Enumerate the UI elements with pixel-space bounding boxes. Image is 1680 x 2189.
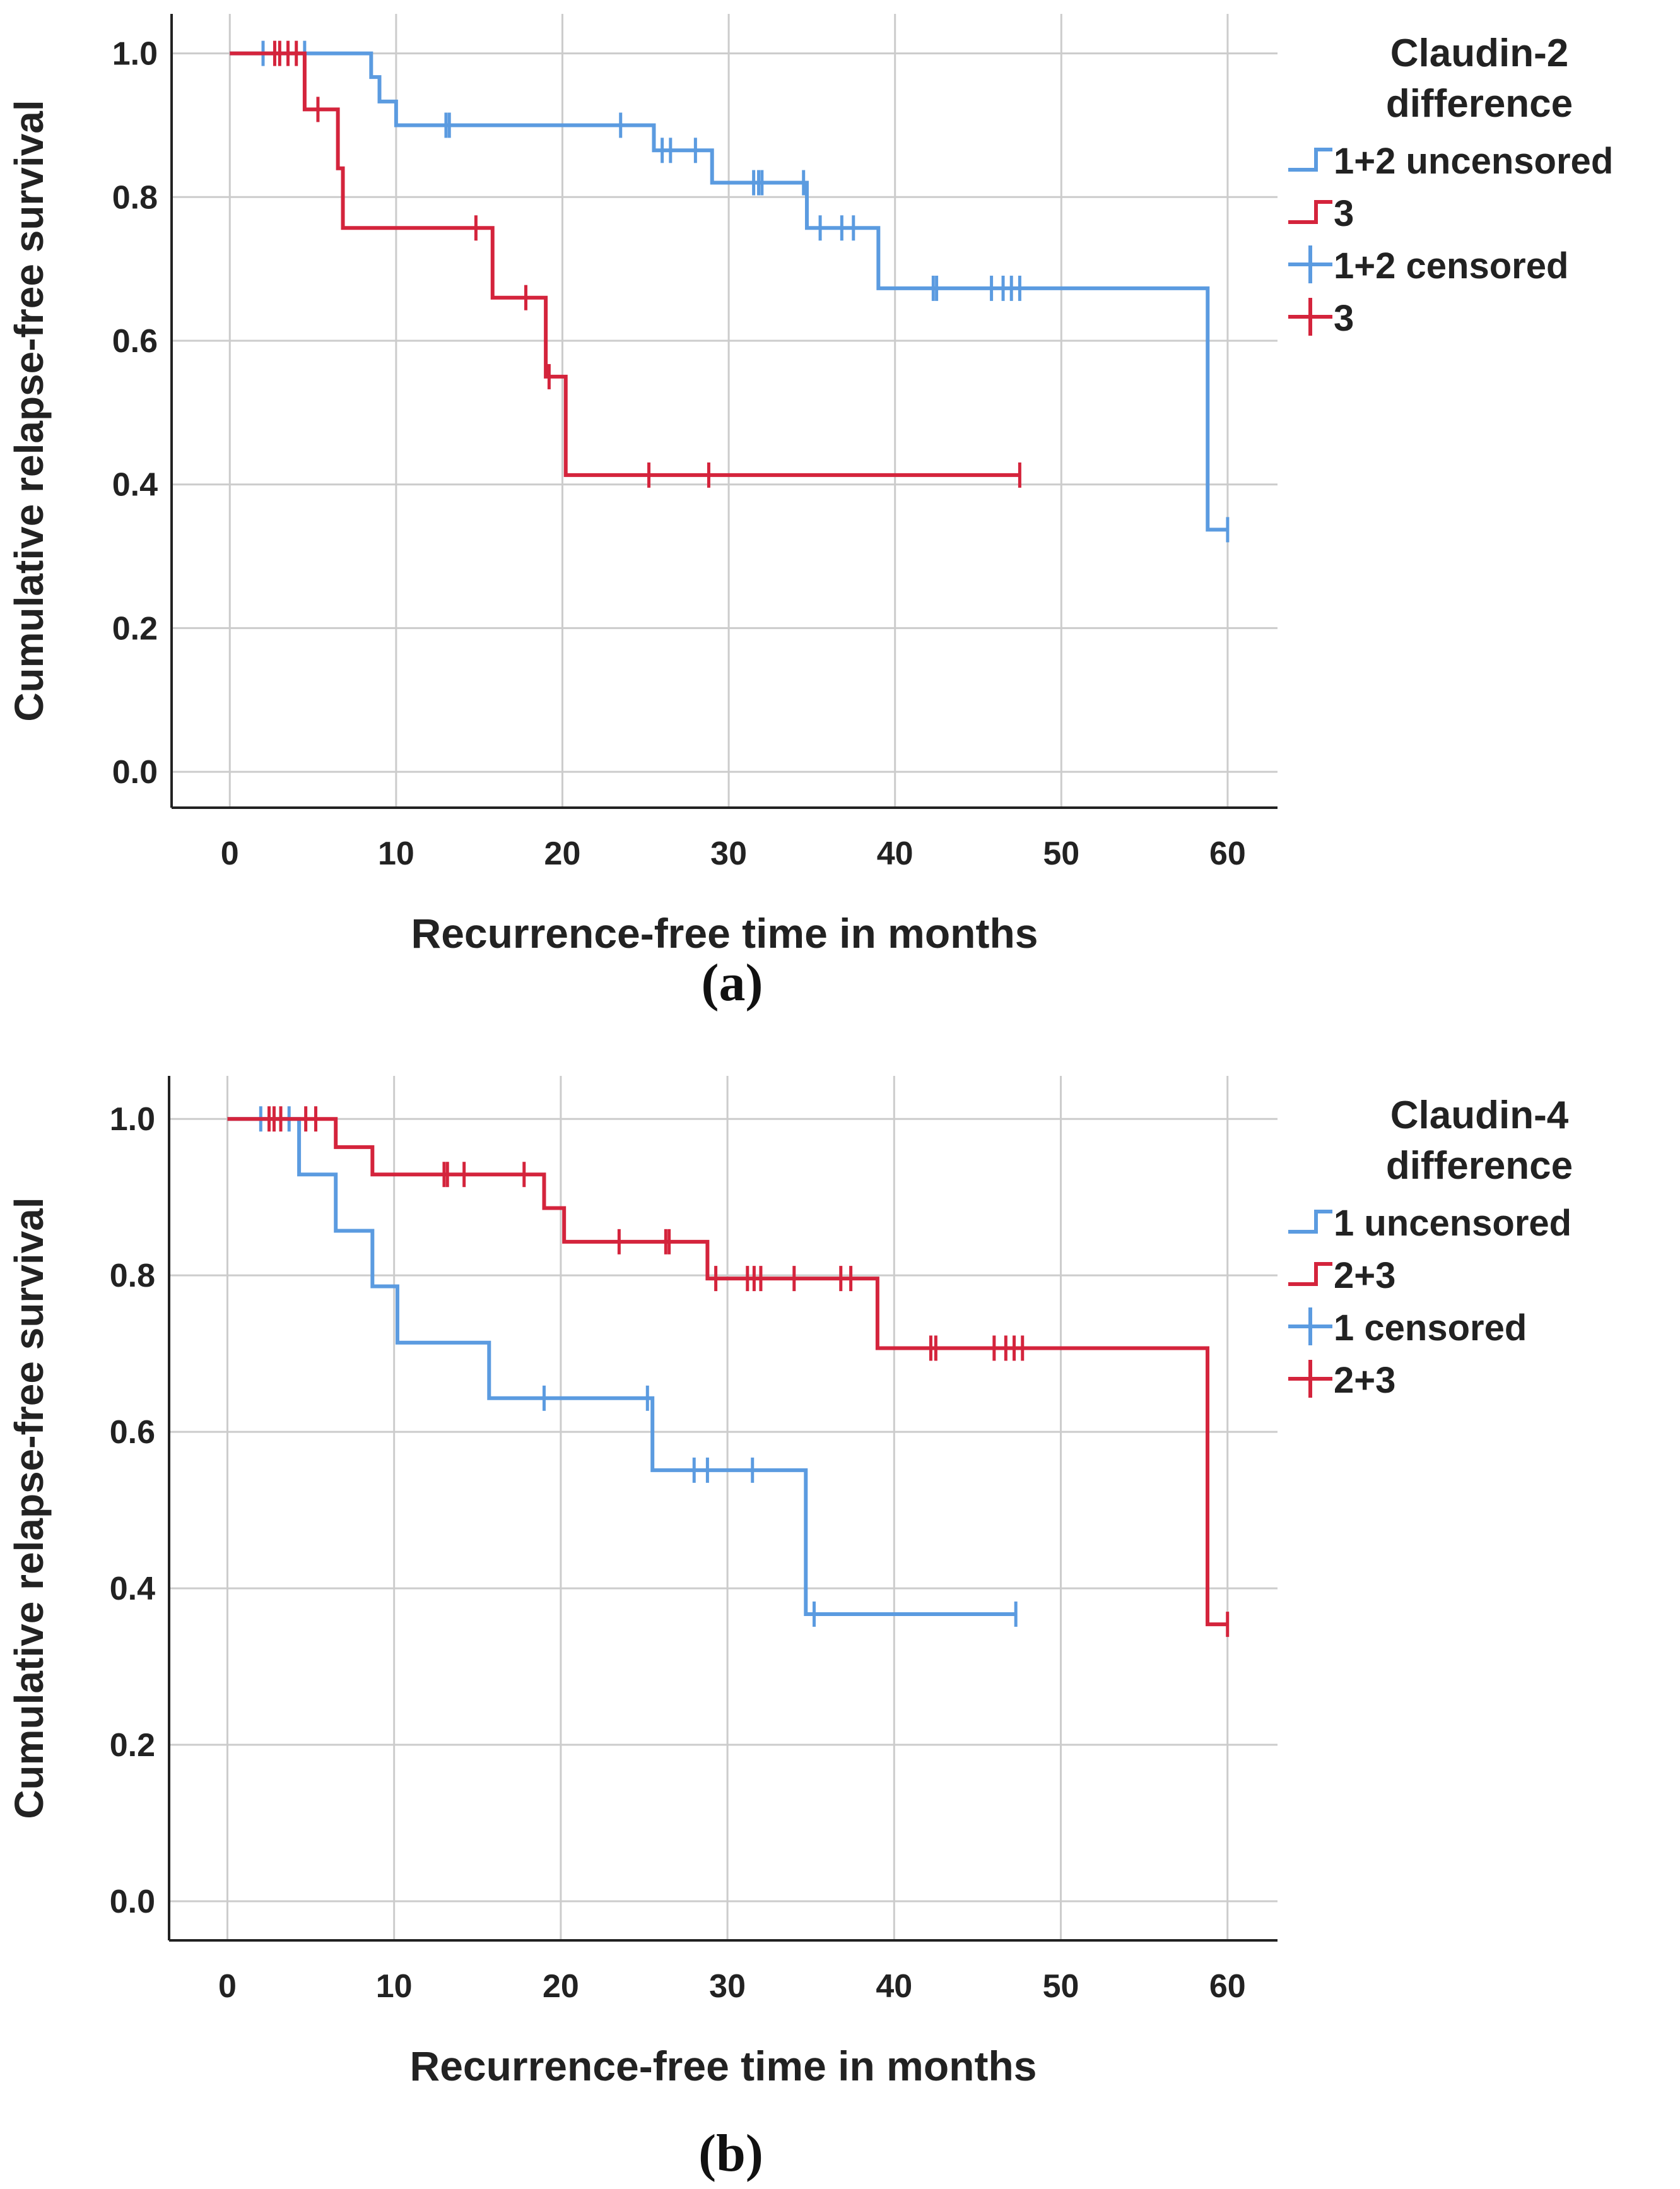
x-tick-label: 0 xyxy=(221,835,239,872)
y-axis-title: Cumulative relapse-free survival xyxy=(6,1197,52,1819)
panel-a: 0 10 20 30 40 50 60 0.0 0.2 0.4 0.6 0.8 1.0 Recurrenc… xyxy=(6,14,1613,1012)
y-tick-label: 0.4 xyxy=(110,1571,155,1607)
survival-curve xyxy=(227,1117,1016,1616)
x-tick-label: 30 xyxy=(709,1968,746,2005)
legend-entry-label: 1+2 censored xyxy=(1334,245,1568,286)
y-tick-label: 1.0 xyxy=(112,36,158,73)
y-tick-label: 0.6 xyxy=(112,323,158,360)
legend-entry-label: 3 xyxy=(1334,193,1354,234)
y-tick-label: 0.2 xyxy=(110,1727,155,1764)
legend-entry-label: 1 uncensored xyxy=(1334,1203,1571,1244)
x-tick-label: 20 xyxy=(543,1968,579,2005)
x-tick-label: 10 xyxy=(376,1968,413,2005)
y-tick-label: 0.6 xyxy=(110,1414,155,1451)
x-tick-label: 60 xyxy=(1209,835,1246,872)
legend-entry-label: 1+2 uncensored xyxy=(1334,141,1613,182)
y-tick-label: 1.0 xyxy=(110,1101,155,1138)
legend-step-swatch xyxy=(1288,148,1332,172)
x-tick-label: 10 xyxy=(378,835,414,872)
legend-step-swatch xyxy=(1288,1210,1332,1234)
legend-title: difference xyxy=(1386,1144,1573,1188)
legend-entry-label: 3 xyxy=(1334,298,1354,339)
series-0 xyxy=(230,40,1230,543)
x-tick-label: 50 xyxy=(1043,835,1079,872)
x-tick-label: 20 xyxy=(544,835,581,872)
y-axis-title: Cumulative relapse-free survival xyxy=(6,100,52,721)
x-tick-label: 50 xyxy=(1043,1968,1079,2005)
panel-b: 0 10 20 30 40 50 60 0.0 0.2 0.4 0.6 0.8 1.0 Recurrenc… xyxy=(6,1076,1573,2183)
legend-title: Claudin-2 xyxy=(1390,32,1568,75)
y-tick-label: 0.8 xyxy=(112,179,158,216)
series-0 xyxy=(227,1106,1018,1627)
legend-step-swatch xyxy=(1288,1262,1332,1286)
panel-label: (b) xyxy=(698,2124,763,2183)
x-tick-label: 40 xyxy=(876,1968,912,2005)
y-tick-label: 0.0 xyxy=(112,754,158,791)
x-axis-title: Recurrence-free time in months xyxy=(410,2043,1037,2089)
y-tick-label: 0.0 xyxy=(110,1884,155,1920)
y-tick-label: 0.4 xyxy=(112,467,158,504)
legend-step-swatch xyxy=(1288,200,1332,224)
x-tick-label: 30 xyxy=(710,835,747,872)
legend-entry-label: 1 censored xyxy=(1334,1307,1527,1348)
x-tick-label: 60 xyxy=(1209,1968,1246,2005)
legend-title: Claudin-4 xyxy=(1390,1094,1569,1137)
survival-curve xyxy=(227,1117,1228,1627)
survival-curve xyxy=(230,51,1020,477)
series-1 xyxy=(230,40,1021,488)
x-axis-title: Recurrence-free time in months xyxy=(411,910,1038,957)
legend-title: difference xyxy=(1386,82,1573,126)
series-1 xyxy=(227,1106,1230,1637)
legend-entry-label: 2+3 xyxy=(1334,1360,1395,1401)
panel-label: (a) xyxy=(702,953,763,1012)
x-tick-label: 0 xyxy=(218,1968,237,2005)
y-tick-label: 0.2 xyxy=(112,610,158,647)
x-tick-label: 40 xyxy=(877,835,913,872)
y-tick-label: 0.8 xyxy=(110,1258,155,1294)
legend-entry-label: 2+3 xyxy=(1334,1255,1395,1296)
